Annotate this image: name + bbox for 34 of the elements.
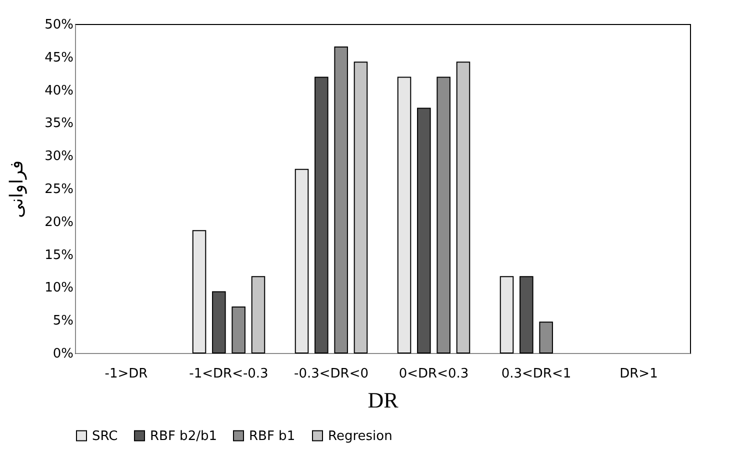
y-tick-label: 25% <box>44 182 74 197</box>
x-tick-label: -0.3<DR<0 <box>294 366 368 382</box>
y-tick-label: 35% <box>44 116 74 132</box>
bar <box>294 168 309 354</box>
legend-label: SRC <box>92 428 118 444</box>
y-axis-title: فراوانی <box>6 160 28 218</box>
y-tick-label: 20% <box>44 214 74 230</box>
x-tick-label: 0<DR<0.3 <box>398 366 469 382</box>
x-tick-label: 0.3<DR<1 <box>501 366 572 382</box>
x-tick-label: -1>DR <box>104 366 148 382</box>
x-axis-title: DR <box>368 388 399 412</box>
bar <box>500 276 514 354</box>
y-tick-label: 30% <box>44 149 74 164</box>
bar <box>397 76 412 354</box>
bar <box>354 62 368 354</box>
x-tick-label: DR>1 <box>620 366 658 382</box>
bar <box>520 276 534 354</box>
y-tick-label: 15% <box>44 248 74 263</box>
bar <box>192 230 206 354</box>
bar <box>417 108 431 354</box>
bar <box>314 76 328 354</box>
y-tick-label: 40% <box>44 83 74 98</box>
bar <box>212 291 226 354</box>
legend-label: Regresion <box>328 428 392 444</box>
x-tick-label: -1<DR<-0.3 <box>189 366 268 382</box>
bar <box>251 276 266 354</box>
y-tick-label: 45% <box>44 50 74 66</box>
bar <box>456 62 470 354</box>
y-tick-label: 0% <box>52 346 74 362</box>
y-tick-label: 50% <box>44 18 74 32</box>
y-tick-label: 5% <box>52 314 74 329</box>
y-tick-label: 10% <box>44 280 74 296</box>
legend-label: RBF b1 <box>249 428 296 444</box>
legend-label: RBF b2/b1 <box>150 428 217 444</box>
